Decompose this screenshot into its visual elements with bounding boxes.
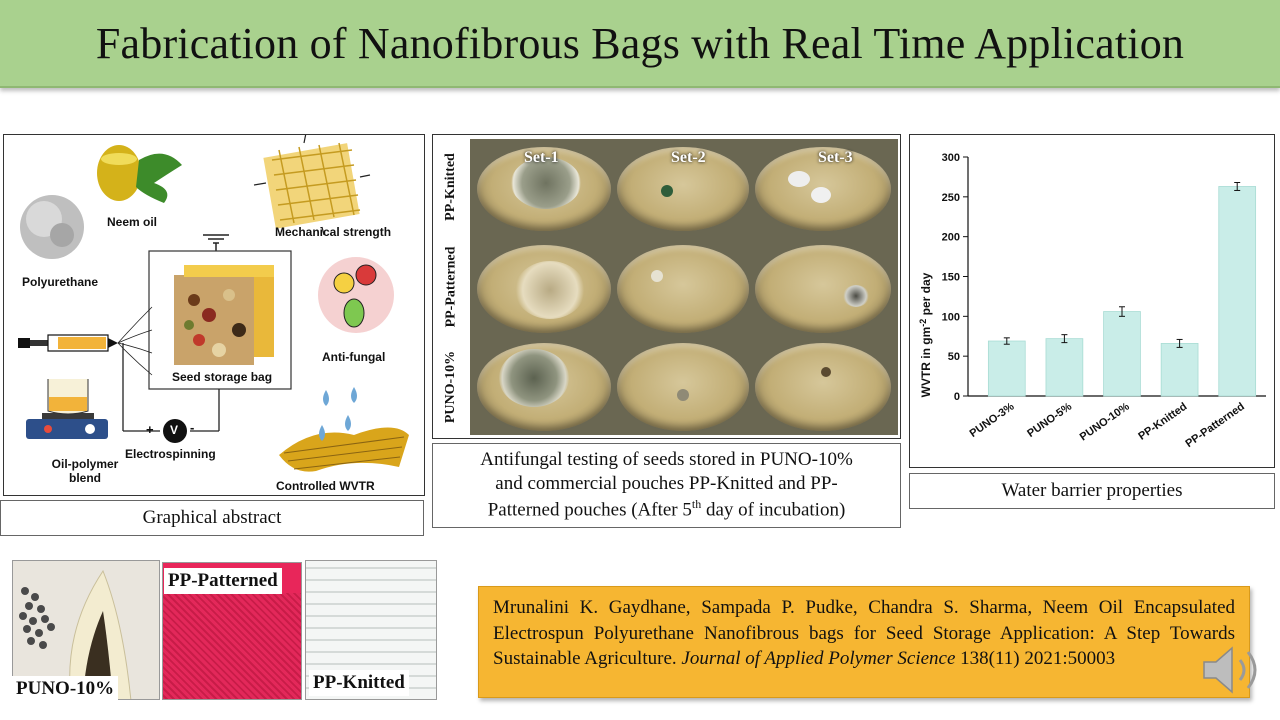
fungal-growth: [511, 157, 581, 209]
neem-oil-icon: [97, 145, 182, 203]
minus-sign: -: [190, 420, 195, 435]
polyurethane-label: Polyurethane: [22, 275, 99, 289]
speaker-icon-graphic[interactable]: [1198, 640, 1270, 700]
voltmeter-icon: [163, 419, 187, 443]
set-label-2: Set-2: [671, 149, 706, 166]
y-tick-label: 250: [942, 192, 960, 204]
pp-patterned-label: PP-Patterned: [164, 568, 282, 594]
set-label-3: Set-3: [818, 149, 853, 166]
bar: [1218, 186, 1257, 397]
row-label-pp-patterned: PP-Patterned: [443, 246, 459, 328]
speaker-icon[interactable]: [1198, 640, 1270, 700]
graphical-abstract-diagram: [18, 132, 409, 472]
pp-patterned-texture: [163, 593, 301, 699]
graphical-abstract-panel: Neem oil Mechanical strength Polyurethan…: [3, 132, 425, 496]
graphical-abstract-caption: Graphical abstract: [0, 500, 424, 536]
oil-polymer-blend-label: Oil-polymer blend: [51, 457, 119, 485]
x-tick-label: PUNO-3%: [968, 401, 1017, 440]
wvtr-caption: Water barrier properties: [909, 473, 1275, 509]
polyurethane-icon: [20, 195, 84, 259]
neem-oil-label: Neem oil: [107, 215, 158, 229]
antifungal-caption-text: Antifungal testing of seeds stored in PU…: [480, 448, 853, 521]
row-label-pp-knitted: PP-Knitted: [443, 153, 458, 221]
fungal-growth: [811, 187, 831, 203]
x-tick-label: PUNO-5%: [1025, 401, 1074, 440]
y-tick-label: 50: [948, 351, 960, 363]
pp-knitted-label: PP-Knitted: [309, 670, 409, 696]
petri-dish: [755, 245, 891, 333]
title-bar: Fabrication of Nanofibrous Bags with Rea…: [0, 0, 1280, 88]
seed: [661, 185, 673, 197]
bar: [1103, 311, 1141, 397]
x-tick-label: PUNO-10%: [1078, 401, 1132, 444]
mechanical-strength-label: Mechanical strength: [275, 225, 392, 239]
bar: [1160, 343, 1199, 397]
y-tick-label: 150: [942, 272, 960, 284]
plus-sign: +: [146, 422, 154, 437]
mesh-icon: [253, 132, 371, 236]
wvtr-caption-text: Water barrier properties: [1001, 479, 1183, 501]
petri-dish: [755, 343, 891, 431]
voltmeter-label: V: [170, 423, 179, 437]
y-tick-label: 100: [942, 311, 960, 323]
y-axis-label: WVTR in gm-2 per day: [918, 272, 933, 397]
bar: [987, 340, 1026, 397]
anti-fungal-label: Anti-fungal: [322, 350, 386, 364]
fungal-growth: [499, 349, 569, 407]
anti-fungal-icon: [318, 257, 394, 333]
y-tick-label: 0: [954, 391, 960, 403]
bar: [1045, 338, 1084, 397]
petri-dish: [617, 245, 749, 333]
row-label-puno: PUNO-10%: [443, 350, 459, 424]
citation-journal: Journal of Applied Polymer Science: [681, 648, 956, 670]
syringe-icon: [18, 334, 118, 352]
x-tick-label: PP-Patterned: [1183, 401, 1246, 450]
fungal-growth: [843, 285, 869, 307]
citation-details: 138(11) 2021:50003: [955, 648, 1116, 670]
graphical-abstract-caption-text: Graphical abstract: [142, 506, 282, 528]
set-label-1: Set-1: [524, 149, 559, 166]
puno-sample-label: PUNO-10%: [12, 676, 119, 702]
antifungal-panel: PP-Knitted PP-Patterned PUNO-10% Set-1 S…: [432, 134, 901, 439]
seed: [651, 270, 663, 282]
seed-bag-icon: [174, 265, 274, 365]
wvtr-icon: [279, 387, 409, 472]
seed: [821, 367, 831, 377]
slide-title: Fabrication of Nanofibrous Bags with Rea…: [95, 18, 1185, 68]
electrospinning-label: Electrospinning: [125, 447, 216, 461]
antifungal-caption: Antifungal testing of seeds stored in PU…: [432, 443, 901, 528]
fungal-growth: [515, 261, 585, 319]
citation-box: Mrunalini K. Gaydhane, Sampada P. Pudke,…: [478, 586, 1250, 698]
controlled-wvtr-label: Controlled WVTR: [276, 479, 375, 493]
fungal-growth: [788, 171, 810, 187]
seed-storage-bag-label: Seed storage bag: [172, 370, 273, 384]
hotplate-icon: [26, 379, 108, 439]
x-tick-label: PP-Knitted: [1136, 401, 1189, 443]
citation-authors: Mrunalini K. Gaydhane, Sampada P. Pudke,…: [493, 597, 1235, 670]
seed: [677, 389, 689, 401]
petri-dish: [617, 147, 749, 231]
petri-dish: [617, 343, 749, 431]
wvtr-chart-panel: WVTR in gm-2 per day 0 50 100 150 200 250 300 P…: [909, 134, 1275, 468]
wvtr-bar-chart: WVTR in gm-2 per day 0 50 100 150 200 250 300 P…: [918, 152, 1266, 450]
y-tick-label: 200: [942, 232, 960, 244]
y-tick-label: 300: [942, 152, 960, 164]
